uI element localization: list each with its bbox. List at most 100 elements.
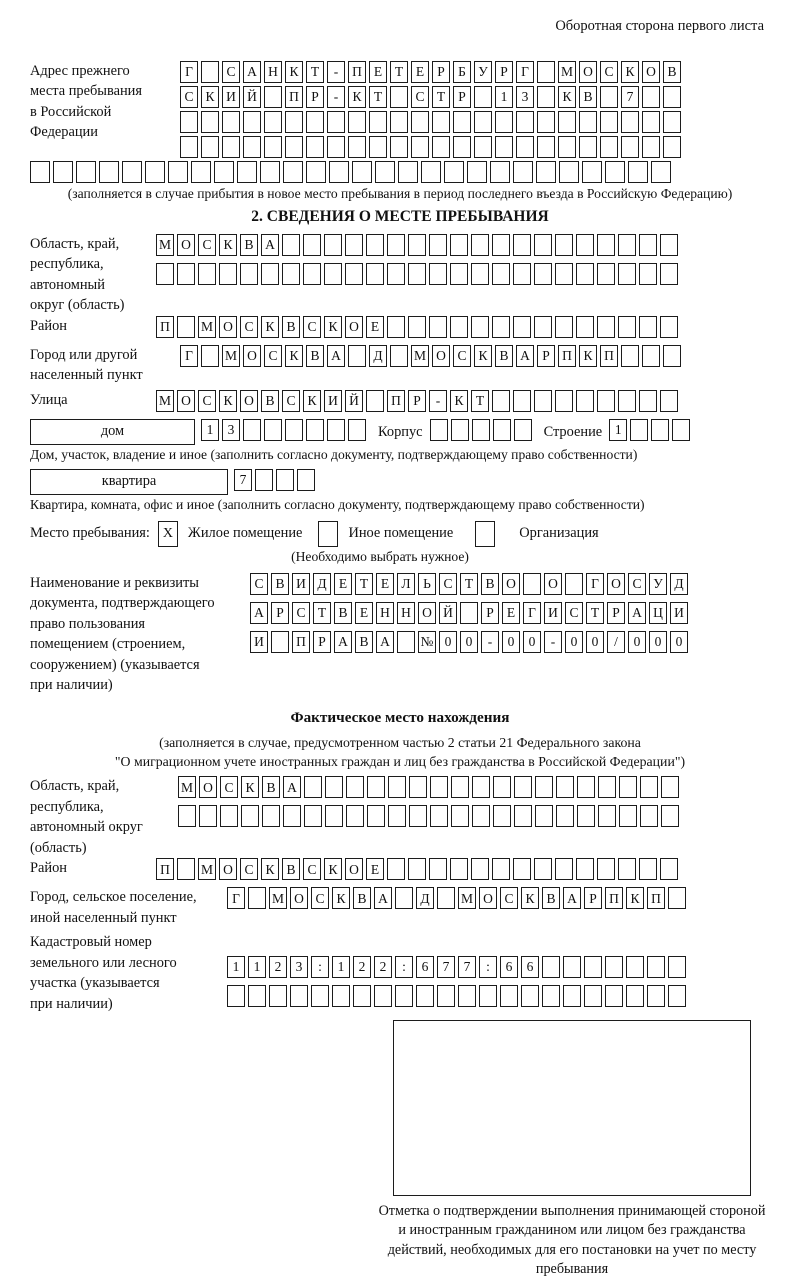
char-cell[interactable]: М	[411, 344, 429, 367]
char-cell[interactable]: Р	[607, 601, 625, 624]
char-cell[interactable]: 3	[290, 956, 308, 979]
char-cell[interactable]: П	[156, 858, 174, 881]
char-cell[interactable]: Н	[376, 601, 394, 624]
char-cell[interactable]: К	[521, 887, 539, 910]
char-cell[interactable]	[576, 234, 594, 256]
char-cell[interactable]: К	[285, 344, 303, 367]
char-cell[interactable]	[668, 887, 686, 910]
char-cell[interactable]	[661, 776, 679, 799]
char-cell[interactable]	[598, 805, 616, 828]
char-cell[interactable]	[621, 136, 639, 158]
char-cell[interactable]	[471, 263, 489, 285]
char-cell[interactable]	[409, 776, 427, 799]
char-cell[interactable]: П	[558, 344, 576, 367]
char-cell[interactable]	[642, 111, 660, 133]
char-cell[interactable]	[366, 234, 384, 256]
char-cell[interactable]: -	[327, 61, 345, 83]
char-cell[interactable]	[495, 111, 513, 133]
char-cell[interactable]	[600, 86, 618, 108]
char-cell[interactable]	[565, 572, 583, 595]
char-cell[interactable]: К	[324, 315, 342, 338]
char-cell[interactable]	[348, 418, 366, 441]
char-cell[interactable]: С	[292, 601, 310, 624]
char-cell[interactable]: Й	[345, 389, 363, 412]
char-cell[interactable]	[639, 389, 657, 412]
char-cell[interactable]: 3	[222, 418, 240, 441]
char-cell[interactable]	[408, 315, 426, 338]
char-cell[interactable]	[348, 136, 366, 158]
char-cell[interactable]	[492, 234, 510, 256]
char-cell[interactable]	[348, 111, 366, 133]
char-cell[interactable]	[577, 776, 595, 799]
char-cell[interactable]: -	[481, 630, 499, 653]
char-cell[interactable]	[513, 315, 531, 338]
char-cell[interactable]: О	[345, 858, 363, 881]
char-cell[interactable]	[303, 263, 321, 285]
char-cell[interactable]: О	[177, 389, 195, 412]
char-cell[interactable]: О	[199, 776, 217, 799]
char-cell[interactable]: 7	[437, 956, 455, 979]
char-cell[interactable]	[198, 263, 216, 285]
char-cell[interactable]: 3	[516, 86, 534, 108]
char-cell[interactable]	[262, 805, 280, 828]
char-cell[interactable]	[227, 985, 245, 1008]
char-cell[interactable]: И	[544, 601, 562, 624]
char-cell[interactable]: Е	[369, 61, 387, 83]
char-cell[interactable]: С	[180, 86, 198, 108]
char-cell[interactable]	[180, 136, 198, 158]
char-cell[interactable]: Й	[243, 86, 261, 108]
char-cell[interactable]	[474, 111, 492, 133]
char-cell[interactable]	[577, 805, 595, 828]
char-cell[interactable]	[630, 418, 649, 441]
char-cell[interactable]	[369, 111, 387, 133]
char-cell[interactable]	[283, 805, 301, 828]
char-cell[interactable]	[327, 418, 345, 441]
char-cell[interactable]: Д	[416, 887, 434, 910]
char-cell[interactable]	[639, 234, 657, 256]
char-cell[interactable]	[618, 315, 636, 338]
char-cell[interactable]: Т	[390, 61, 408, 83]
char-cell[interactable]	[514, 805, 532, 828]
char-cell[interactable]: Г	[516, 61, 534, 83]
char-cell[interactable]	[30, 161, 50, 183]
char-cell[interactable]	[219, 263, 237, 285]
char-cell[interactable]: В	[261, 389, 279, 412]
char-cell[interactable]: О	[177, 234, 195, 256]
char-cell[interactable]: Р	[537, 344, 555, 367]
char-cell[interactable]	[639, 858, 657, 881]
char-cell[interactable]: -	[429, 389, 447, 412]
char-cell[interactable]: А	[563, 887, 581, 910]
char-cell[interactable]	[600, 111, 618, 133]
char-cell[interactable]	[248, 887, 266, 910]
char-cell[interactable]: 0	[670, 630, 688, 653]
char-cell[interactable]: А	[628, 601, 646, 624]
char-cell[interactable]	[555, 858, 573, 881]
char-cell[interactable]: В	[542, 887, 560, 910]
char-cell[interactable]: О	[642, 61, 660, 83]
char-cell[interactable]: Б	[453, 61, 471, 83]
char-cell[interactable]: С	[411, 86, 429, 108]
char-cell[interactable]	[168, 161, 188, 183]
char-cell[interactable]	[495, 136, 513, 158]
char-cell[interactable]: К	[324, 858, 342, 881]
char-cell[interactable]	[264, 86, 282, 108]
char-cell[interactable]: Н	[397, 601, 415, 624]
char-cell[interactable]: Р	[584, 887, 602, 910]
char-cell[interactable]	[237, 161, 257, 183]
char-cell[interactable]	[563, 985, 581, 1008]
char-cell[interactable]: К	[285, 61, 303, 83]
char-cell[interactable]	[660, 858, 678, 881]
char-cell[interactable]: К	[201, 86, 219, 108]
char-cell[interactable]	[388, 776, 406, 799]
char-cell[interactable]: О	[479, 887, 497, 910]
char-cell[interactable]	[460, 601, 478, 624]
char-cell[interactable]	[663, 86, 681, 108]
char-cell[interactable]: 1	[248, 956, 266, 979]
char-cell[interactable]	[388, 805, 406, 828]
char-cell[interactable]: П	[647, 887, 665, 910]
char-cell[interactable]	[621, 111, 639, 133]
char-cell[interactable]	[325, 805, 343, 828]
char-cell[interactable]	[535, 805, 553, 828]
char-cell[interactable]	[672, 418, 691, 441]
char-cell[interactable]	[668, 985, 686, 1008]
